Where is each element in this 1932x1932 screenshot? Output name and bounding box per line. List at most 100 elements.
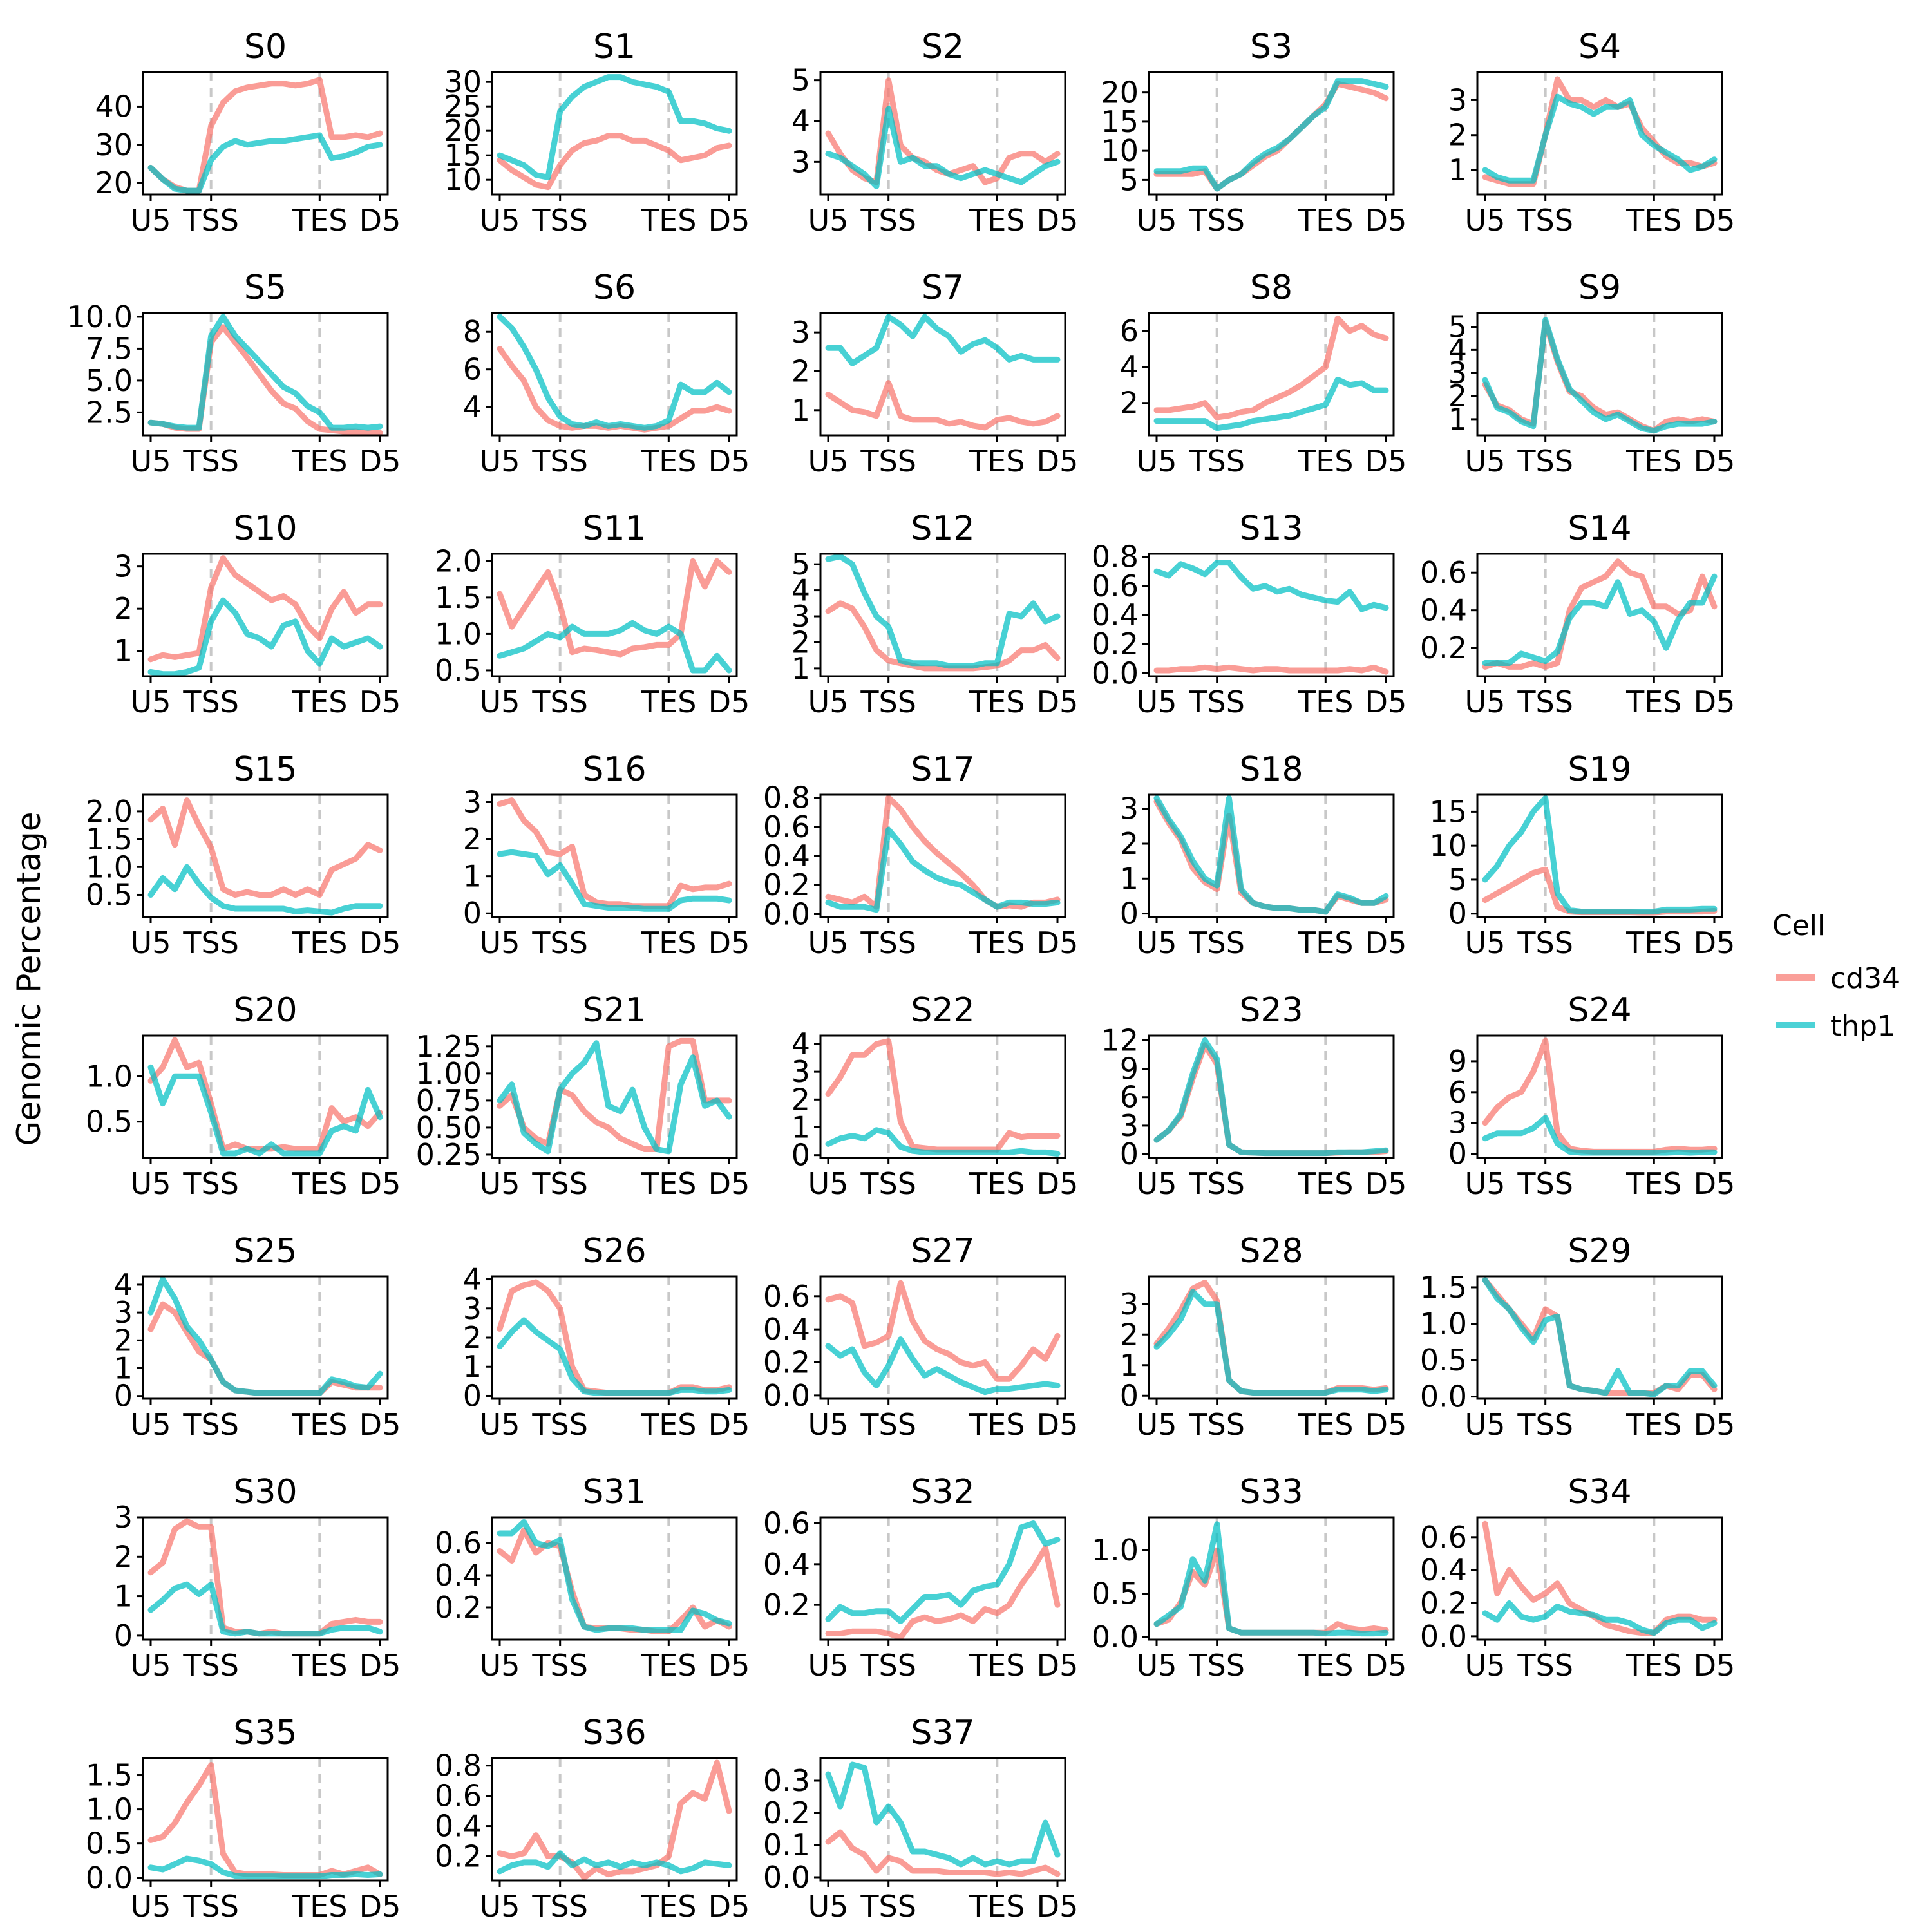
y-tick-label: 1.5 (435, 580, 482, 615)
x-tick-label: D5 (708, 1889, 750, 1924)
y-tick-label: 0.2 (1420, 1586, 1467, 1621)
series-line-thp1 (147, 1276, 383, 1396)
y-tick-label: 0.4 (435, 1558, 482, 1593)
y-tick-label: 0.2 (435, 1590, 482, 1625)
legend: Cell cd34 thp1 (1772, 909, 1900, 1043)
x-tick-label: TSS (1188, 925, 1245, 960)
x-tick-label: U5 (480, 203, 520, 238)
panel-s6: S6 468 U5 TSS TES D5 (463, 269, 750, 478)
y-tick-label: 6 (1120, 314, 1139, 348)
panel-title: S11 (582, 509, 646, 548)
series-line-thp1 (497, 314, 732, 431)
x-tick-label: D5 (1037, 203, 1079, 238)
series-line-thp1 (147, 864, 383, 916)
y-tick-label: 0.0 (763, 896, 810, 931)
x-tick-label: TSS (860, 1166, 916, 1201)
y-tick-label: 0.5 (86, 877, 133, 912)
y-tick-label: 3 (1448, 355, 1467, 390)
series-line-thp1 (497, 74, 732, 180)
x-tick-label: U5 (131, 685, 171, 719)
x-tick-label: D5 (1037, 925, 1079, 960)
x-tick-label: TES (969, 685, 1025, 719)
series-line-thp1 (497, 620, 732, 674)
x-tick-label: TES (1625, 925, 1681, 960)
panel-frame (142, 1034, 389, 1159)
x-tick-label: U5 (480, 1889, 520, 1924)
y-tick-label: 1 (1448, 153, 1467, 187)
series-line-cd34 (1482, 76, 1718, 187)
y-tick-label: 0.4 (763, 1312, 810, 1347)
x-tick-label: TES (291, 203, 347, 238)
x-tick-label: D5 (359, 1166, 401, 1201)
x-tick-label: TES (1297, 203, 1353, 238)
panel-frame (1148, 1275, 1395, 1400)
panel-title: S22 (911, 991, 974, 1030)
panel-title: S13 (1239, 509, 1303, 548)
x-tick-label: TSS (1517, 685, 1573, 719)
panel-title: S23 (1239, 991, 1303, 1030)
series-line-thp1 (1482, 1115, 1718, 1156)
y-tick-label: 1.5 (86, 1758, 133, 1793)
y-tick-label: 4 (463, 390, 482, 424)
series-line-thp1 (1153, 560, 1389, 612)
x-tick-label: U5 (480, 685, 520, 719)
series-line-cd34 (1153, 1042, 1389, 1157)
y-tick-label: 0.2 (763, 867, 810, 902)
y-tick-label: 10 (444, 162, 482, 197)
panel-frame (1476, 553, 1723, 677)
panel-s14: S14 0.20.40.6 U5 TSS TES D5 (1420, 509, 1736, 719)
series-line-thp1 (1482, 1277, 1718, 1397)
y-tick-label: 0.25 (416, 1137, 482, 1172)
y-tick-label: 3 (791, 144, 810, 179)
y-tick-label: 0.4 (435, 1809, 482, 1844)
y-tick-label: 2.0 (435, 544, 482, 578)
panel-frame (142, 1516, 389, 1641)
panel-title: S26 (582, 1232, 646, 1271)
x-tick-label: D5 (708, 685, 750, 719)
x-tick-label: D5 (1694, 685, 1736, 719)
x-tick-label: TES (1625, 1407, 1681, 1442)
y-tick-label: 0.3 (763, 1763, 810, 1798)
x-tick-label: TSS (182, 1166, 239, 1201)
panel-s13: S13 0.00.20.40.60.8 U5 TSS TES D5 (1092, 509, 1407, 719)
y-tick-label: 0.6 (763, 810, 810, 844)
x-tick-label: TES (1297, 1166, 1353, 1201)
x-tick-label: D5 (708, 444, 750, 478)
y-tick-label: 15 (1101, 104, 1139, 139)
y-tick-label: 0.75 (416, 1083, 482, 1118)
y-tick-label: 2.0 (86, 794, 133, 829)
y-tick-label: 4 (114, 1267, 133, 1302)
series-line-thp1 (147, 1855, 383, 1880)
series-line-thp1 (825, 826, 1061, 913)
y-tick-label: 1 (114, 1351, 133, 1386)
y-tick-label: 0.0 (1420, 1379, 1467, 1414)
series-line-thp1 (147, 314, 383, 431)
x-tick-label: TSS (531, 444, 588, 478)
series-line-cd34 (147, 555, 383, 663)
y-tick-label: 8 (463, 314, 482, 349)
series-line-cd34 (497, 1037, 732, 1152)
y-tick-label: 0 (463, 1378, 482, 1413)
series-line-thp1 (1482, 795, 1718, 915)
y-tick-label: 0.2 (1420, 630, 1467, 665)
series-line-cd34 (147, 324, 383, 436)
panel-s20: S20 0.5 1.0 U5 TSS TES D5 (86, 991, 401, 1201)
y-tick-label: 1 (791, 1110, 810, 1145)
x-tick-label: U5 (480, 444, 520, 478)
x-tick-label: D5 (708, 1407, 750, 1442)
panel-title: S35 (233, 1714, 297, 1752)
series-line-thp1 (1153, 795, 1389, 915)
y-tick-label: 10 (1429, 828, 1467, 863)
y-tick-label: 0.0 (1092, 1620, 1139, 1654)
y-tick-label: 2 (1120, 386, 1139, 421)
x-tick-label: TES (640, 1407, 696, 1442)
y-tick-label: 1 (463, 859, 482, 894)
panel-title: S8 (1250, 269, 1293, 307)
series-line-thp1 (147, 1581, 383, 1637)
y-tick-label: 1 (1448, 402, 1467, 437)
x-tick-label: U5 (808, 685, 849, 719)
